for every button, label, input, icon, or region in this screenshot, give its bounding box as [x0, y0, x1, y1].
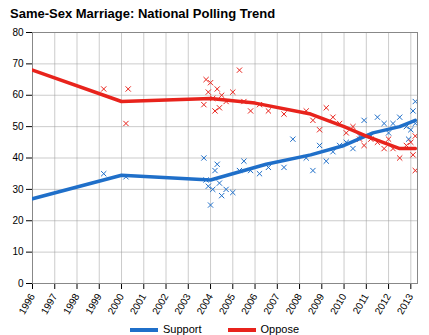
svg-text:2002: 2002 [150, 291, 171, 316]
svg-text:1997: 1997 [39, 291, 60, 316]
svg-text:1996: 1996 [16, 291, 37, 316]
svg-text:1998: 1998 [61, 291, 82, 316]
svg-text:2008: 2008 [283, 291, 304, 316]
svg-text:2013: 2013 [395, 291, 416, 316]
html-text:Support: Support [163, 323, 202, 335]
svg-text:0: 0 [18, 278, 24, 289]
svg-text:2003: 2003 [172, 291, 193, 316]
svg-text:2004: 2004 [194, 291, 215, 316]
svg-text:70: 70 [12, 58, 24, 69]
html-text:Oppose: Oppose [260, 323, 299, 335]
svg-text:2010: 2010 [328, 291, 349, 316]
svg-text:50: 50 [12, 121, 24, 132]
svg-text:80: 80 [12, 27, 24, 38]
svg-text:40: 40 [12, 152, 24, 163]
svg-text:2007: 2007 [261, 291, 282, 316]
svg-text:10: 10 [12, 246, 24, 257]
svg-text:2000: 2000 [105, 291, 126, 316]
svg-text:2006: 2006 [239, 291, 260, 316]
html-text:Same-Sex Marriage: National Po: Same-Sex Marriage: National Polling Tren… [10, 6, 276, 21]
svg-text:2012: 2012 [372, 291, 393, 316]
svg-text:2005: 2005 [217, 291, 238, 316]
svg-text:2011: 2011 [351, 291, 371, 316]
svg-text:20: 20 [12, 215, 24, 226]
svg-text:60: 60 [12, 89, 24, 100]
svg-text:2001: 2001 [128, 291, 149, 316]
svg-text:1999: 1999 [83, 291, 104, 316]
svg-text:30: 30 [12, 184, 24, 195]
svg-text:2009: 2009 [306, 291, 327, 316]
